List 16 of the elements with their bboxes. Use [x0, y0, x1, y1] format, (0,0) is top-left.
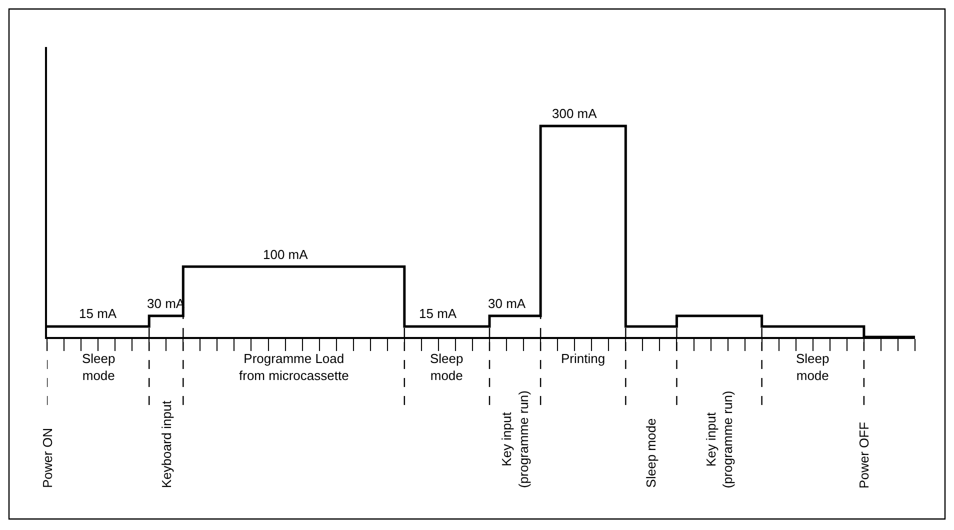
data-label: 300 mA: [552, 106, 598, 121]
text: Sleep mode: [82, 351, 116, 383]
text: Sleep mode: [796, 351, 830, 383]
text: Power OFF: [856, 422, 872, 488]
text: Programme Load from microcassette: [239, 351, 349, 383]
data-label: 100 mA: [263, 247, 308, 262]
text: Keyboard input: [159, 400, 174, 488]
text: Sleep mode: [644, 418, 659, 488]
data-label: 15 mA: [419, 306, 457, 321]
data-label: 15 mA: [79, 306, 117, 321]
text: Key input (programme run): [703, 390, 736, 488]
text: Key input (programme run): [499, 390, 531, 488]
text: Printing: [561, 351, 606, 366]
text: Sleep mode: [430, 351, 464, 383]
text: Power ON: [40, 428, 55, 488]
data-label: 30 mA: [488, 296, 526, 311]
